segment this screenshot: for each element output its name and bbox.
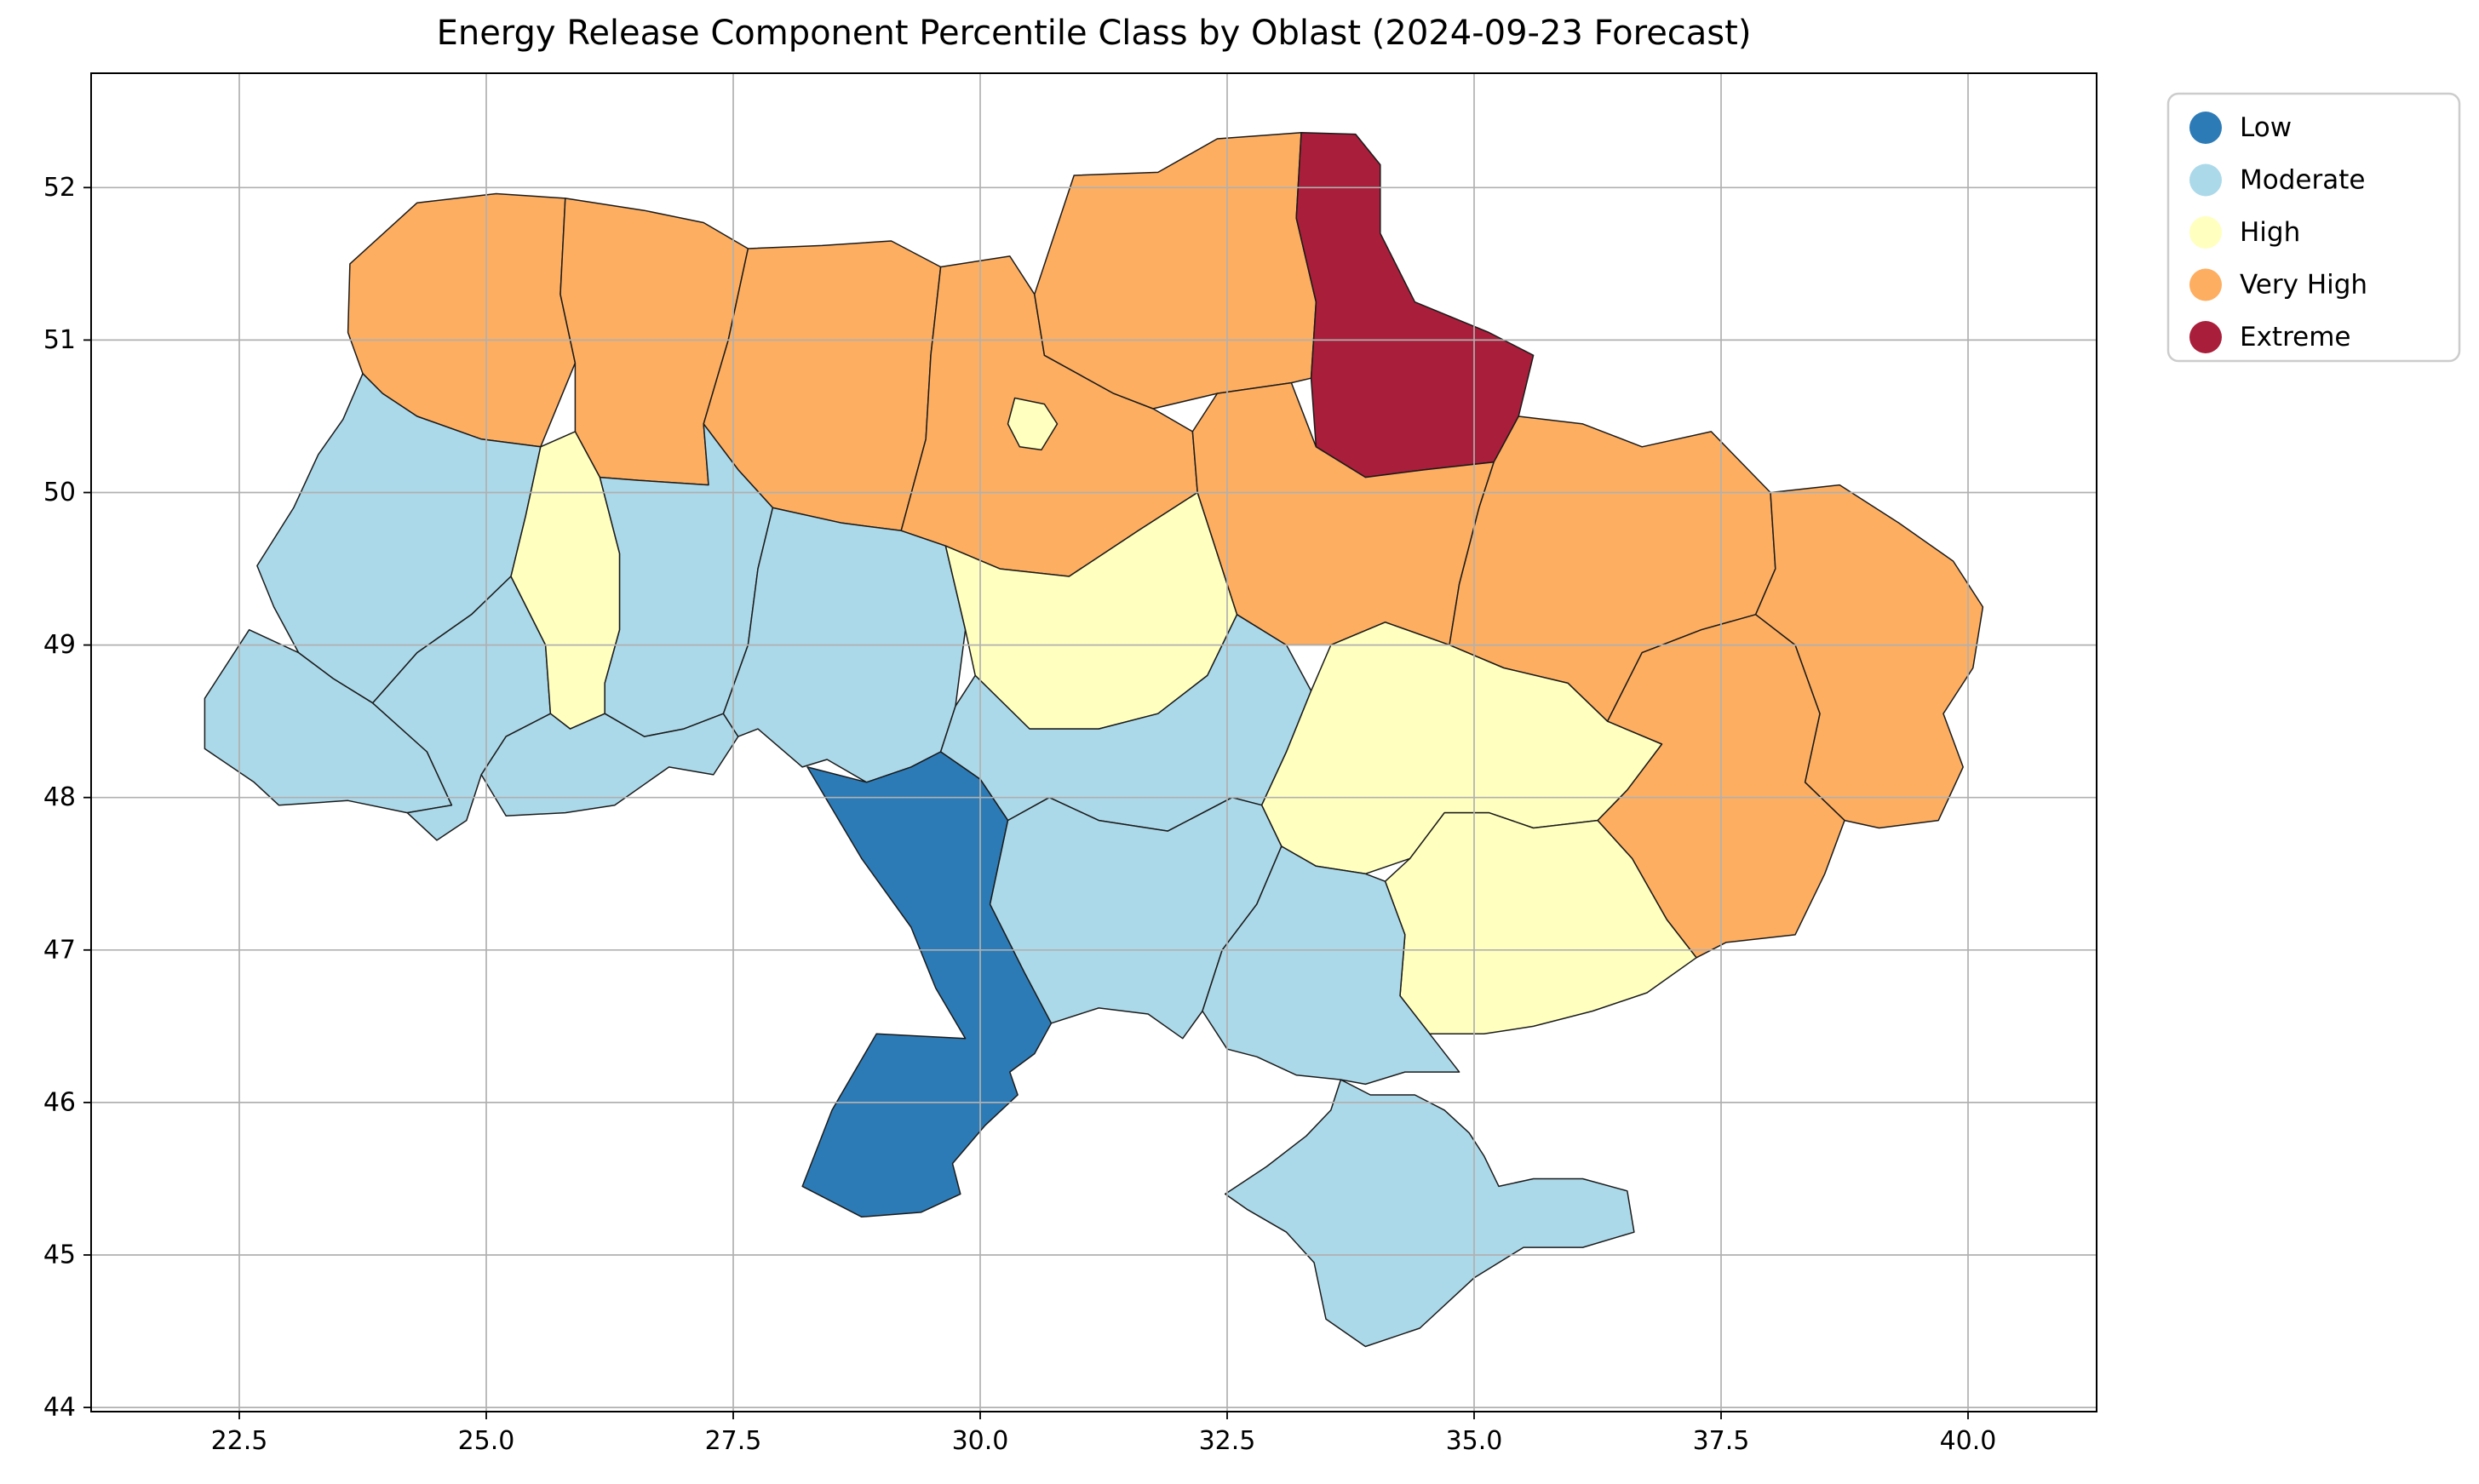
y-tick-label: 48 [43,782,76,812]
x-tick-label: 35.0 [1446,1426,1503,1456]
legend-swatch-low [2189,112,2222,144]
legend-label: Low [2240,112,2292,143]
chart-title: Energy Release Component Percentile Clas… [436,14,1752,53]
legend-swatch-extreme [2189,321,2222,353]
y-tick-label: 45 [43,1240,76,1270]
oblast-kyiv_city [1007,397,1059,451]
x-tick-label: 40.0 [1940,1426,1997,1456]
legend-label: Very High [2240,270,2367,301]
legend-label: Moderate [2240,165,2365,196]
y-tick-label: 47 [43,935,76,965]
legend: Low Moderate High Very High Extreme [2166,92,2461,363]
oblast-chernivtsi [480,713,739,816]
x-tick-label: 25.0 [458,1426,515,1456]
oblast-chernihiv [1034,132,1317,410]
x-tick-label: 22.5 [211,1426,268,1456]
x-tick-label: 30.0 [952,1426,1009,1456]
oblast-crimea [1224,1079,1635,1348]
y-tick-label: 44 [43,1393,76,1423]
legend-swatch-very-high [2189,268,2222,301]
legend-label: High [2240,217,2300,248]
x-tick-label: 32.5 [1199,1426,1256,1456]
y-tick-label: 51 [43,325,76,355]
y-tick-label: 46 [43,1087,76,1117]
y-tick-label: 50 [43,478,76,507]
legend-label: Extreme [2240,322,2351,352]
y-tick-label: 49 [43,630,76,660]
x-tick-label: 37.5 [1693,1426,1750,1456]
oblast-kherson [1202,845,1460,1086]
legend-swatch-moderate [2189,163,2222,197]
x-tick-label: 27.5 [705,1426,762,1456]
y-tick-label: 52 [43,173,76,203]
axes-border [90,72,2097,1412]
legend-box [2166,92,2461,363]
map-regions [204,132,1984,1348]
oblast-sumy [1295,132,1535,478]
legend-swatch-high [2189,216,2222,249]
axes-grid [91,73,2097,1412]
axes-ticks: 22.5 25.0 27.5 30.0 32.5 35.0 37.5 40.0 44 45 46 47… [43,173,1997,1456]
